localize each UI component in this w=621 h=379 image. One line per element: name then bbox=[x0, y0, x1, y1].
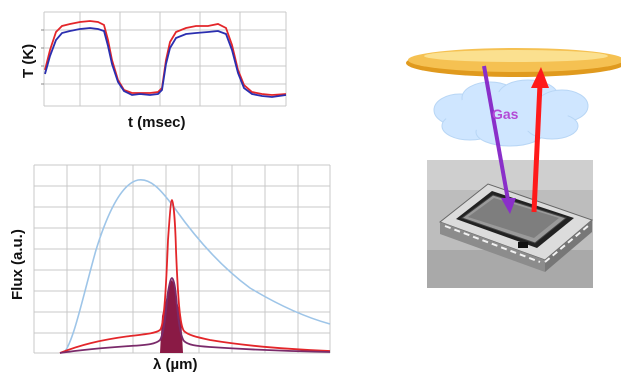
emitted-radiation-arrow bbox=[531, 67, 549, 213]
bottom-chart-grid bbox=[33, 164, 331, 354]
top-chart-ylabel: T (K) bbox=[20, 43, 37, 78]
sensor-chip-image bbox=[427, 160, 593, 288]
top-chart-grid bbox=[43, 11, 287, 107]
bottom-chart-filled-band bbox=[160, 280, 183, 353]
bottom-chart bbox=[33, 164, 331, 354]
bottom-chart-purple-curve bbox=[59, 277, 331, 354]
gas-label: Gas bbox=[492, 106, 519, 122]
top-chart-xlabel: t (msec) bbox=[128, 114, 186, 131]
top-chart-ticks bbox=[41, 29, 44, 85]
bottom-chart-red-curve bbox=[59, 199, 331, 354]
source-disc bbox=[406, 48, 621, 77]
top-chart bbox=[41, 11, 287, 107]
bottom-chart-xlabel: λ (µm) bbox=[153, 356, 198, 373]
gas-sensor-diagram bbox=[406, 48, 621, 288]
top-chart-red-line bbox=[44, 20, 287, 96]
bottom-chart-blackbody-curve bbox=[63, 179, 331, 354]
top-chart-blue-line bbox=[44, 27, 287, 98]
bottom-chart-ylabel: Flux (a.u.) bbox=[9, 229, 26, 300]
absorbed-radiation-arrow bbox=[482, 65, 516, 214]
